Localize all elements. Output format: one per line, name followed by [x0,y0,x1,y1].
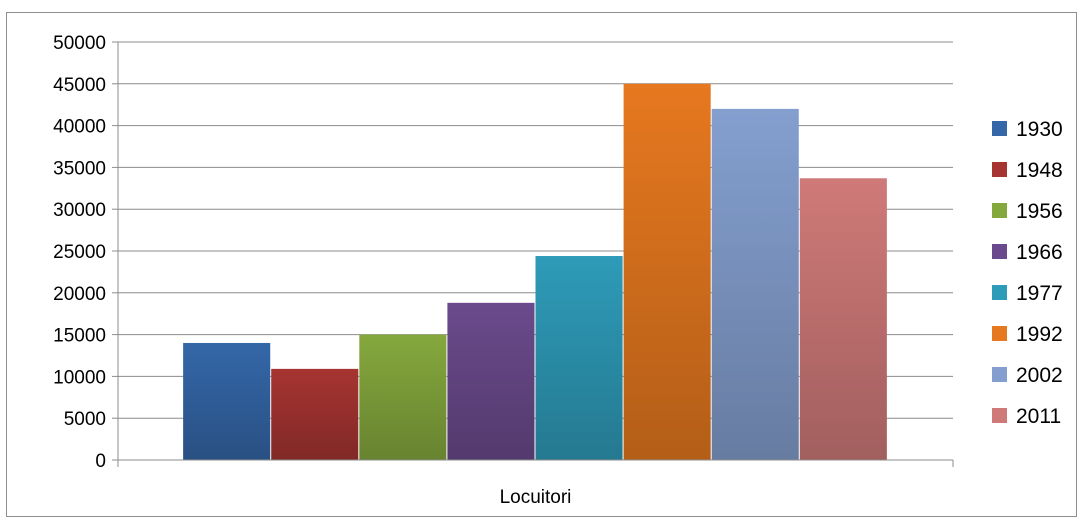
legend-swatch-1956 [992,203,1007,218]
y-tick-label-15000: 15000 [53,326,106,347]
legend-label-1966: 1966 [1016,241,1063,264]
legend-swatch-1930 [992,121,1007,136]
legend-swatch-2002 [992,367,1007,382]
legend-label-1930: 1930 [1016,118,1063,141]
legend-label-2011: 2011 [1016,405,1061,428]
bar-1930 [183,342,271,460]
y-tick-label-25000: 25000 [53,242,106,263]
bar-2011 [799,178,887,460]
axes: 0 5000 10000 15000 20000 25000 30000 35000 40000… [53,33,954,508]
chart-frame: 0 5000 10000 15000 20000 25000 30000 35000 40000… [6,12,1077,517]
legend-swatch-1992 [992,326,1007,341]
x-category-label: Locuitori [500,487,572,508]
population-bar-chart: 0 5000 10000 15000 20000 25000 30000 35000 40000… [53,33,1063,508]
legend-label-1992: 1992 [1016,323,1063,346]
legend: 1930 1948 1956 1966 1977 1992 2002 2011 [992,118,1063,428]
bar-1977 [535,256,623,460]
bar-2002 [711,108,799,460]
legend-swatch-1966 [992,244,1007,259]
y-tick-label-10000: 10000 [53,367,106,388]
legend-label-1956: 1956 [1016,200,1063,223]
y-tick-label-35000: 35000 [53,158,106,179]
bar-1992 [623,83,711,461]
legend-swatch-1948 [992,162,1007,177]
legend-label-1977: 1977 [1016,282,1063,305]
bars [183,83,887,461]
y-tick-label-30000: 30000 [53,200,106,221]
y-tick-label-0: 0 [95,451,106,472]
bar-1966 [447,302,535,460]
legend-swatch-1977 [992,285,1007,300]
bar-1948 [271,368,359,460]
y-tick-label-50000: 50000 [53,33,106,54]
legend-label-2002: 2002 [1016,364,1063,387]
y-tick-label-5000: 5000 [64,409,106,430]
bar-1956 [359,334,447,460]
y-tick-label-40000: 40000 [53,117,106,138]
legend-swatch-2011 [992,408,1007,423]
y-tick-label-20000: 20000 [53,284,106,305]
legend-label-1948: 1948 [1016,159,1063,182]
y-tick-label-45000: 45000 [53,75,106,96]
